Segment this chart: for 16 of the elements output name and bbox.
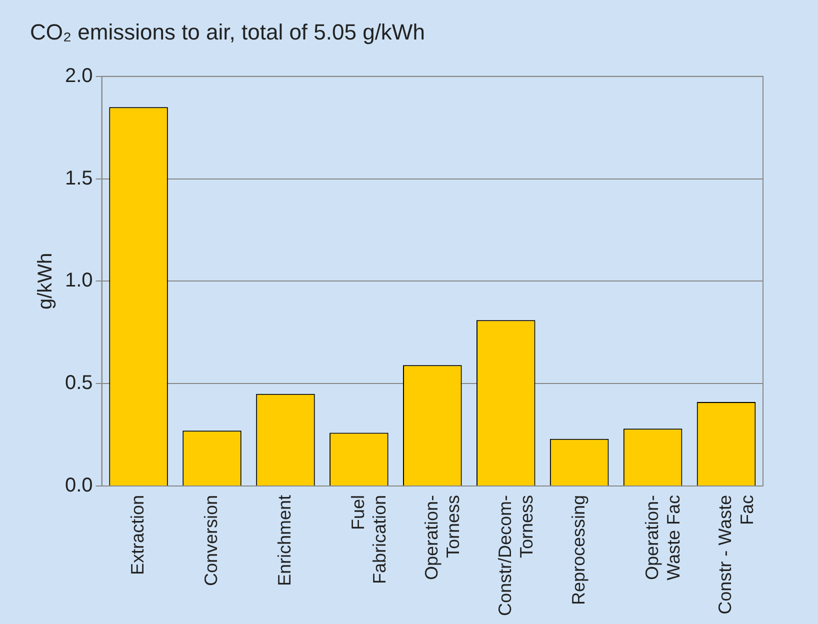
- x-tick-label: Extraction: [128, 494, 148, 576]
- x-tick-label: Constr/Decom- Torness: [494, 494, 536, 616]
- x-tick-label: Constr - Waste Fac: [715, 494, 757, 614]
- y-tick-label: 1.0: [64, 270, 93, 292]
- x-tick-label: Conversion: [200, 494, 221, 586]
- y-tick-label: 0.5: [64, 372, 93, 394]
- x-tick-label: Fuel Fabrication: [348, 494, 390, 584]
- y-tick-label: 1.5: [64, 167, 93, 190]
- x-tick-label: Operation- Waste Fac: [642, 494, 684, 580]
- x-tick-label: Enrichment: [274, 494, 294, 586]
- y-tick-label: 2.0: [64, 64, 93, 87]
- chart-title: CO₂ emissions to air, total of 5.05 g/kWh: [30, 19, 425, 44]
- x-tick-label: Reprocessing: [568, 494, 588, 606]
- x-tick-label: Operation- Torness: [421, 494, 463, 580]
- y-axis-title: g/kWh: [34, 252, 57, 310]
- y-tick-label: 0.0: [64, 474, 93, 496]
